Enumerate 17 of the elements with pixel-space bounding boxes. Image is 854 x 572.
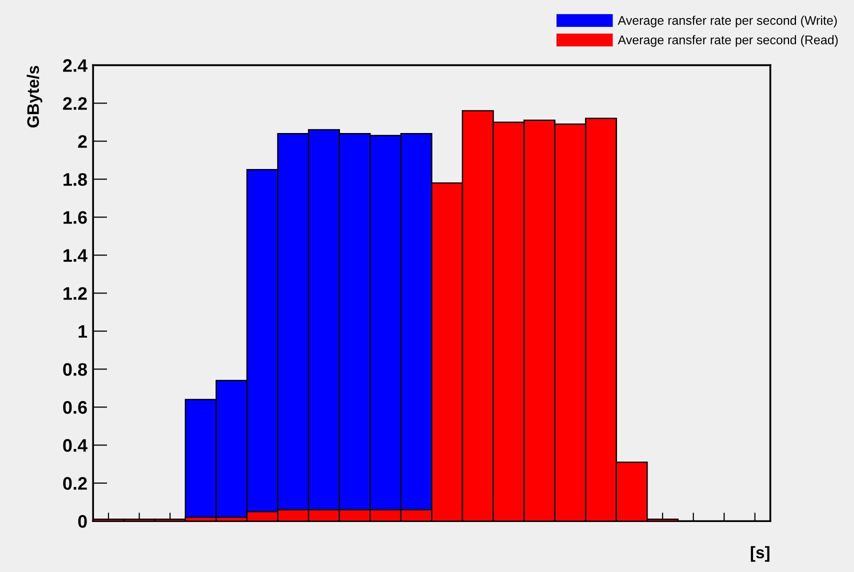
y-axis-title: GByte/s (26, 66, 42, 128)
y-tick-label: 2.2 (63, 97, 87, 110)
y-tick-label: 1.2 (64, 287, 87, 300)
y-tick-label: 1 (78, 325, 88, 338)
y-tick-label: 2.4 (63, 59, 88, 72)
y-tick-label: 1.4 (64, 249, 88, 262)
y-tick-label: 0.8 (63, 363, 87, 376)
legend-label: Average ransfer rate per second (Read) (618, 35, 838, 47)
y-tick-label: 0.4 (63, 439, 88, 452)
y-tick-label: 0.6 (63, 401, 87, 414)
y-tick-label: 1.6 (64, 211, 87, 224)
y-tick-label: 1.8 (64, 173, 87, 186)
legend-label: Average ransfer rate per second (Write) (618, 16, 837, 28)
y-tick-label: 0.2 (63, 477, 87, 490)
x-axis-title: [s] (750, 546, 770, 562)
y-tick-label: 0 (78, 515, 87, 528)
y-tick-label: 2 (78, 135, 87, 148)
